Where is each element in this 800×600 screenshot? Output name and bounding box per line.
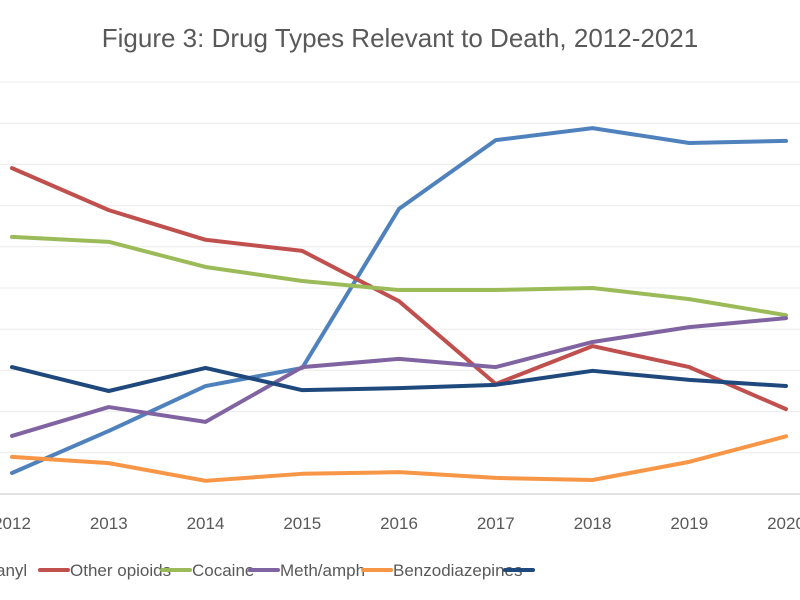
x-tick-label: 2020 [767, 514, 800, 533]
legend-label: Cocaine [192, 561, 254, 580]
x-tick-label: 2015 [283, 514, 321, 533]
x-tick-label: 2014 [187, 514, 225, 533]
legend-label: Meth/amph [280, 561, 365, 580]
x-tick-label: 2013 [90, 514, 128, 533]
series-lines [10, 126, 788, 483]
x-tick-label: 2017 [477, 514, 515, 533]
gridlines [0, 81, 800, 495]
x-tick-label: 2012 [0, 514, 31, 533]
series-line-other-opioids [10, 166, 788, 412]
chart-title: Figure 3: Drug Types Relevant to Death, … [102, 23, 698, 53]
series-line-fentanyl [10, 126, 788, 475]
series-line-unlabeled [10, 365, 788, 393]
x-tick-label: 2019 [670, 514, 708, 533]
x-tick-label: 2018 [574, 514, 612, 533]
legend-label: Other opioids [70, 561, 171, 580]
series-line-cocaine [10, 234, 788, 318]
series-line-benzodiazepines [10, 434, 788, 483]
legend: Fentanyl Other opioids Cocaine Meth/amph Ben… [0, 561, 535, 580]
legend-label: Fentanyl [0, 561, 27, 580]
x-tick-label: 2016 [380, 514, 418, 533]
series-line-meth-amph [10, 316, 788, 438]
legend-label: Benzodiazepines [393, 561, 522, 580]
x-axis-ticks: 2012 2013 2014 2015 2016 2017 2018 2019 2020 [0, 514, 800, 533]
